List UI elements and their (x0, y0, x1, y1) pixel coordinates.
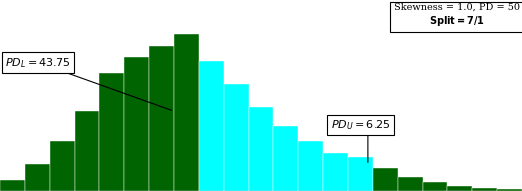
Bar (373, 168, 398, 191)
Text: $PD_U=6.25$: $PD_U=6.25$ (330, 118, 390, 132)
Bar (472, 188, 497, 191)
Bar (149, 46, 174, 191)
Bar (224, 84, 248, 191)
Bar (99, 73, 124, 191)
Bar (447, 186, 472, 191)
Bar (199, 61, 224, 191)
Bar (50, 141, 75, 191)
Bar (0, 180, 25, 191)
Bar (274, 126, 298, 191)
Bar (174, 34, 199, 191)
Bar (124, 57, 149, 191)
Bar (25, 164, 50, 191)
Text: Skewness = 1.0, PD = 50
$\mathbf{Split = 7/1}$: Skewness = 1.0, PD = 50 $\mathbf{Split =… (394, 3, 519, 28)
Bar (497, 189, 522, 191)
Bar (423, 182, 447, 191)
Text: $PD_L=43.75$: $PD_L=43.75$ (5, 56, 70, 70)
Bar (248, 107, 274, 191)
Bar (398, 177, 423, 191)
Bar (75, 111, 99, 191)
Bar (298, 141, 323, 191)
Bar (348, 157, 373, 191)
Bar (323, 153, 348, 191)
